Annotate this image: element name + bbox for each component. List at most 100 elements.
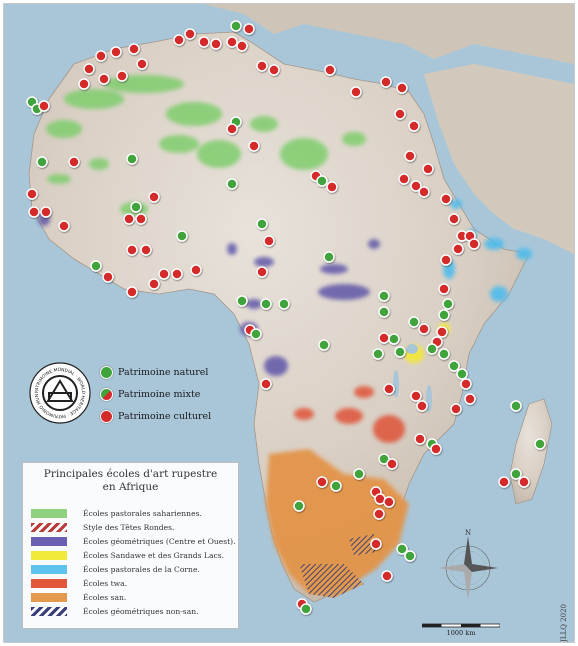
- cultural-site-marker[interactable]: [126, 286, 138, 298]
- cultural-site-marker[interactable]: [248, 140, 260, 152]
- cultural-site-marker[interactable]: [316, 476, 328, 488]
- natural-site-marker[interactable]: [316, 175, 328, 187]
- cultural-site-marker[interactable]: [126, 244, 138, 256]
- natural-site-marker[interactable]: [323, 251, 335, 263]
- cultural-site-marker[interactable]: [436, 326, 448, 338]
- cultural-site-marker[interactable]: [378, 332, 390, 344]
- natural-site-marker[interactable]: [330, 480, 342, 492]
- natural-site-marker[interactable]: [260, 298, 272, 310]
- natural-site-marker[interactable]: [404, 550, 416, 562]
- natural-site-marker[interactable]: [372, 348, 384, 360]
- cultural-site-marker[interactable]: [394, 108, 406, 120]
- cultural-site-marker[interactable]: [140, 244, 152, 256]
- natural-site-marker[interactable]: [438, 309, 450, 321]
- cultural-site-marker[interactable]: [83, 63, 95, 75]
- cultural-site-marker[interactable]: [116, 70, 128, 82]
- cultural-site-marker[interactable]: [414, 433, 426, 445]
- natural-site-marker[interactable]: [90, 260, 102, 272]
- natural-site-marker[interactable]: [353, 468, 365, 480]
- cultural-site-marker[interactable]: [396, 82, 408, 94]
- cultural-site-marker[interactable]: [28, 206, 40, 218]
- natural-site-marker[interactable]: [396, 543, 408, 555]
- cultural-site-marker[interactable]: [518, 476, 530, 488]
- cultural-site-marker[interactable]: [383, 383, 395, 395]
- cultural-site-marker[interactable]: [256, 60, 268, 72]
- natural-site-marker[interactable]: [510, 400, 522, 412]
- cultural-site-marker[interactable]: [418, 186, 430, 198]
- natural-site-marker[interactable]: [126, 153, 138, 165]
- cultural-site-marker[interactable]: [26, 188, 38, 200]
- cultural-site-marker[interactable]: [190, 264, 202, 276]
- cultural-site-marker[interactable]: [148, 278, 160, 290]
- cultural-site-marker[interactable]: [68, 156, 80, 168]
- cultural-site-marker[interactable]: [173, 34, 185, 46]
- africa-map[interactable]: [4, 4, 574, 642]
- natural-site-marker[interactable]: [426, 343, 438, 355]
- cultural-site-marker[interactable]: [102, 271, 114, 283]
- natural-site-marker[interactable]: [378, 306, 390, 318]
- cultural-site-marker[interactable]: [95, 50, 107, 62]
- cultural-site-marker[interactable]: [448, 213, 460, 225]
- natural-site-marker[interactable]: [388, 333, 400, 345]
- natural-site-marker[interactable]: [226, 178, 238, 190]
- cultural-site-marker[interactable]: [78, 78, 90, 90]
- natural-site-marker[interactable]: [36, 156, 48, 168]
- cultural-site-marker[interactable]: [464, 393, 476, 405]
- cultural-site-marker[interactable]: [226, 123, 238, 135]
- cultural-site-marker[interactable]: [135, 213, 147, 225]
- natural-site-marker[interactable]: [236, 295, 248, 307]
- cultural-site-marker[interactable]: [452, 243, 464, 255]
- natural-site-marker[interactable]: [130, 201, 142, 213]
- natural-site-marker[interactable]: [378, 453, 390, 465]
- cultural-site-marker[interactable]: [171, 268, 183, 280]
- cultural-site-marker[interactable]: [383, 496, 395, 508]
- cultural-site-marker[interactable]: [408, 120, 420, 132]
- cultural-site-marker[interactable]: [398, 173, 410, 185]
- cultural-site-marker[interactable]: [418, 323, 430, 335]
- cultural-site-marker[interactable]: [260, 378, 272, 390]
- cultural-site-marker[interactable]: [438, 283, 450, 295]
- natural-site-marker[interactable]: [318, 339, 330, 351]
- natural-site-marker[interactable]: [534, 438, 546, 450]
- cultural-site-marker[interactable]: [324, 64, 336, 76]
- cultural-site-marker[interactable]: [460, 378, 472, 390]
- cultural-site-marker[interactable]: [404, 150, 416, 162]
- cultural-site-marker[interactable]: [380, 76, 392, 88]
- cultural-site-marker[interactable]: [110, 46, 122, 58]
- cultural-site-marker[interactable]: [148, 191, 160, 203]
- natural-site-marker[interactable]: [250, 328, 262, 340]
- cultural-site-marker[interactable]: [373, 508, 385, 520]
- cultural-site-marker[interactable]: [158, 268, 170, 280]
- cultural-site-marker[interactable]: [58, 220, 70, 232]
- cultural-site-marker[interactable]: [38, 100, 50, 112]
- natural-site-marker[interactable]: [293, 500, 305, 512]
- natural-site-marker[interactable]: [300, 603, 312, 615]
- cultural-site-marker[interactable]: [410, 390, 422, 402]
- natural-site-marker[interactable]: [456, 368, 468, 380]
- cultural-site-marker[interactable]: [440, 254, 452, 266]
- cultural-site-marker[interactable]: [226, 36, 238, 48]
- cultural-site-marker[interactable]: [268, 64, 280, 76]
- cultural-site-marker[interactable]: [123, 213, 135, 225]
- cultural-site-marker[interactable]: [256, 266, 268, 278]
- cultural-site-marker[interactable]: [498, 476, 510, 488]
- cultural-site-marker[interactable]: [422, 163, 434, 175]
- natural-site-marker[interactable]: [510, 468, 522, 480]
- natural-site-marker[interactable]: [394, 346, 406, 358]
- natural-site-marker[interactable]: [230, 20, 242, 32]
- cultural-site-marker[interactable]: [370, 538, 382, 550]
- cultural-site-marker[interactable]: [184, 28, 196, 40]
- cultural-site-marker[interactable]: [450, 403, 462, 415]
- cultural-site-marker[interactable]: [198, 36, 210, 48]
- natural-site-marker[interactable]: [408, 316, 420, 328]
- cultural-site-marker[interactable]: [243, 23, 255, 35]
- cultural-site-marker[interactable]: [128, 43, 140, 55]
- cultural-site-marker[interactable]: [98, 73, 110, 85]
- natural-site-marker[interactable]: [378, 290, 390, 302]
- cultural-site-marker[interactable]: [350, 86, 362, 98]
- natural-site-marker[interactable]: [438, 348, 450, 360]
- natural-site-marker[interactable]: [448, 360, 460, 372]
- natural-site-marker[interactable]: [278, 298, 290, 310]
- cultural-site-marker[interactable]: [210, 38, 222, 50]
- cultural-site-marker[interactable]: [263, 235, 275, 247]
